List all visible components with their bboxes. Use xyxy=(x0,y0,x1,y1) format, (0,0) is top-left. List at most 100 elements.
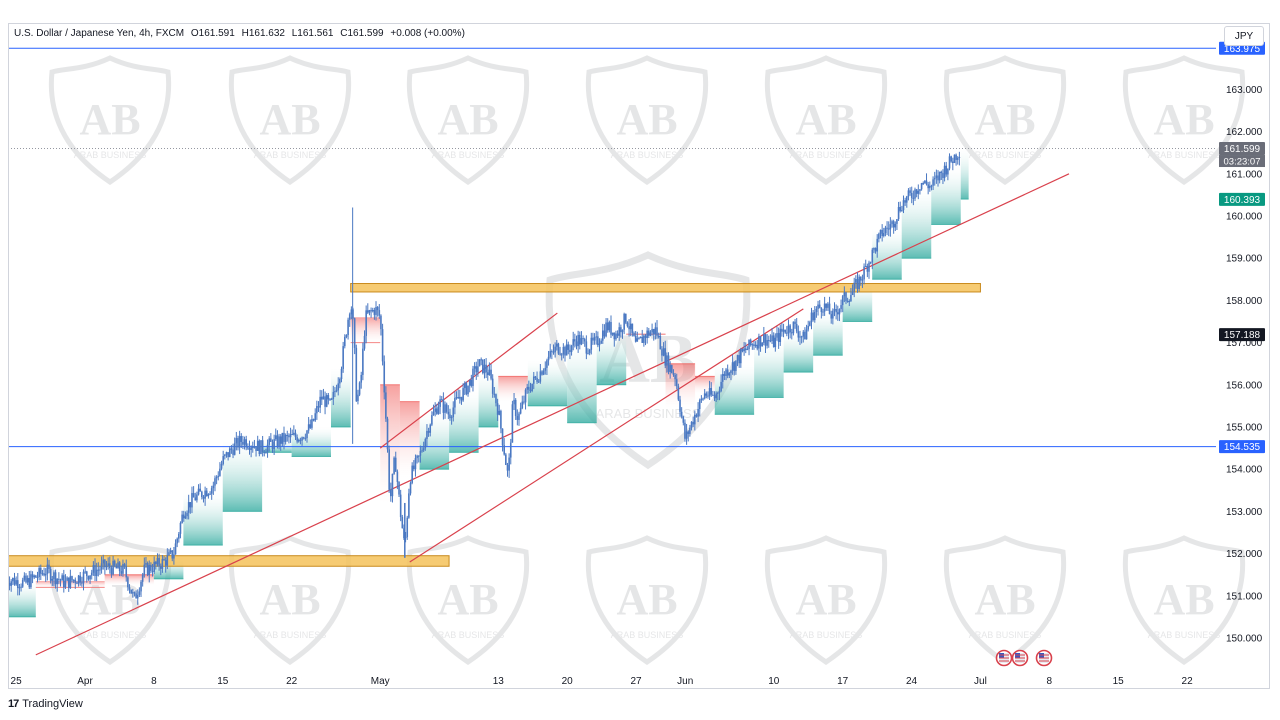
candle-body xyxy=(123,564,126,567)
candle-body xyxy=(603,330,606,337)
candle-body xyxy=(357,394,359,402)
us-flag-event-icon[interactable] xyxy=(1035,649,1053,667)
candle-body xyxy=(914,189,916,199)
watermark-text: ARAB BUSINESS xyxy=(254,150,327,160)
candle-body xyxy=(332,391,335,399)
trendline[interactable] xyxy=(35,173,1070,656)
us-flag-event-icon[interactable] xyxy=(1011,649,1029,667)
candle-body xyxy=(87,576,90,580)
candle-body xyxy=(58,578,60,580)
candle-body xyxy=(841,296,844,306)
candle-body xyxy=(381,329,384,362)
watermark-emblem: AB ARAB BUSINESS xyxy=(406,535,530,666)
candle-body xyxy=(562,346,565,355)
candle-body xyxy=(524,389,527,403)
candle-body xyxy=(882,233,885,236)
candle-body xyxy=(943,165,946,178)
us-flag-event-icon[interactable] xyxy=(995,649,1013,667)
candle-body xyxy=(638,338,640,340)
x-tick-label: 27 xyxy=(630,676,642,687)
candle-body xyxy=(496,403,499,415)
candle-body xyxy=(771,335,773,342)
candle-body xyxy=(473,366,476,369)
candle-body xyxy=(639,336,642,339)
candle-body xyxy=(879,229,882,234)
candle-body xyxy=(242,441,244,445)
candle-body xyxy=(491,378,494,394)
candle-body xyxy=(560,354,563,356)
candle-body xyxy=(307,424,310,431)
x-tick-label: Apr xyxy=(77,676,93,687)
candle-body xyxy=(273,439,275,450)
candle-body xyxy=(10,581,13,586)
candle-body xyxy=(128,587,131,590)
support-trail-fill xyxy=(291,427,331,457)
candle-body xyxy=(109,563,111,569)
candle-body xyxy=(763,334,765,343)
candle-body xyxy=(654,327,657,335)
watermark-emblem-letters: AB xyxy=(437,95,498,144)
candle-body xyxy=(164,560,167,566)
candle-body xyxy=(864,266,867,268)
candle-body xyxy=(712,394,714,396)
watermark-emblem-letters: AB xyxy=(259,575,320,624)
candle-body xyxy=(437,406,440,414)
candle-body xyxy=(283,432,285,442)
x-tick-label: 20 xyxy=(562,676,574,687)
resistance-zone[interactable] xyxy=(350,283,981,293)
candle-body xyxy=(324,396,326,407)
candle-body xyxy=(748,339,750,350)
candle-body xyxy=(288,435,290,438)
tradingview-logo-icon: 17 xyxy=(8,698,19,710)
candle-body xyxy=(176,538,178,544)
candle-body xyxy=(713,395,716,399)
candle-body xyxy=(935,175,938,179)
countdown-label: 03:23:07 xyxy=(1224,157,1261,168)
watermark-emblem-letters: AB xyxy=(1153,95,1214,144)
candle-body xyxy=(281,432,284,444)
candle-body xyxy=(39,567,42,574)
x-tick-label: 22 xyxy=(286,676,298,687)
trendline[interactable] xyxy=(379,312,558,449)
trendline[interactable] xyxy=(409,308,804,563)
candle-body xyxy=(809,322,811,326)
candle-body xyxy=(725,369,727,377)
candle-body xyxy=(209,493,211,495)
shield-icon xyxy=(1122,535,1246,666)
candle-body xyxy=(235,438,238,444)
candle-body xyxy=(779,328,782,342)
candle-body xyxy=(367,310,369,313)
candle-body xyxy=(792,321,795,334)
candle-body xyxy=(325,395,328,407)
candle-body xyxy=(204,490,206,499)
candle-body xyxy=(564,346,566,356)
watermark-emblem-letters: AB xyxy=(616,575,677,624)
candle-body xyxy=(105,565,108,568)
candle-body xyxy=(794,321,796,324)
candle-body xyxy=(687,431,690,434)
candle-body xyxy=(477,366,479,373)
candle-body xyxy=(626,322,629,327)
price-label-black: 157.188 xyxy=(1219,328,1265,342)
candle-body xyxy=(539,371,542,382)
tradingview-footer[interactable]: 17 TradingView xyxy=(8,698,83,710)
candle-body xyxy=(355,347,358,402)
candle-body xyxy=(884,227,887,234)
candle-body xyxy=(173,554,175,559)
support-trail-fill xyxy=(419,412,450,470)
candle-body xyxy=(342,346,344,369)
candle-body xyxy=(8,579,9,584)
candle-body xyxy=(605,322,607,337)
candle-body xyxy=(767,340,770,342)
resistance-zone[interactable] xyxy=(0,555,450,567)
watermark-emblem-letters: AB xyxy=(974,95,1035,144)
candle-body xyxy=(749,339,752,346)
candle-body xyxy=(141,574,144,582)
currency-button[interactable]: JPY xyxy=(1224,26,1264,46)
candle-body xyxy=(751,344,754,346)
candle-body xyxy=(805,329,808,340)
candle-body xyxy=(482,359,484,374)
candle-body xyxy=(675,379,678,387)
candle-body xyxy=(664,348,667,366)
